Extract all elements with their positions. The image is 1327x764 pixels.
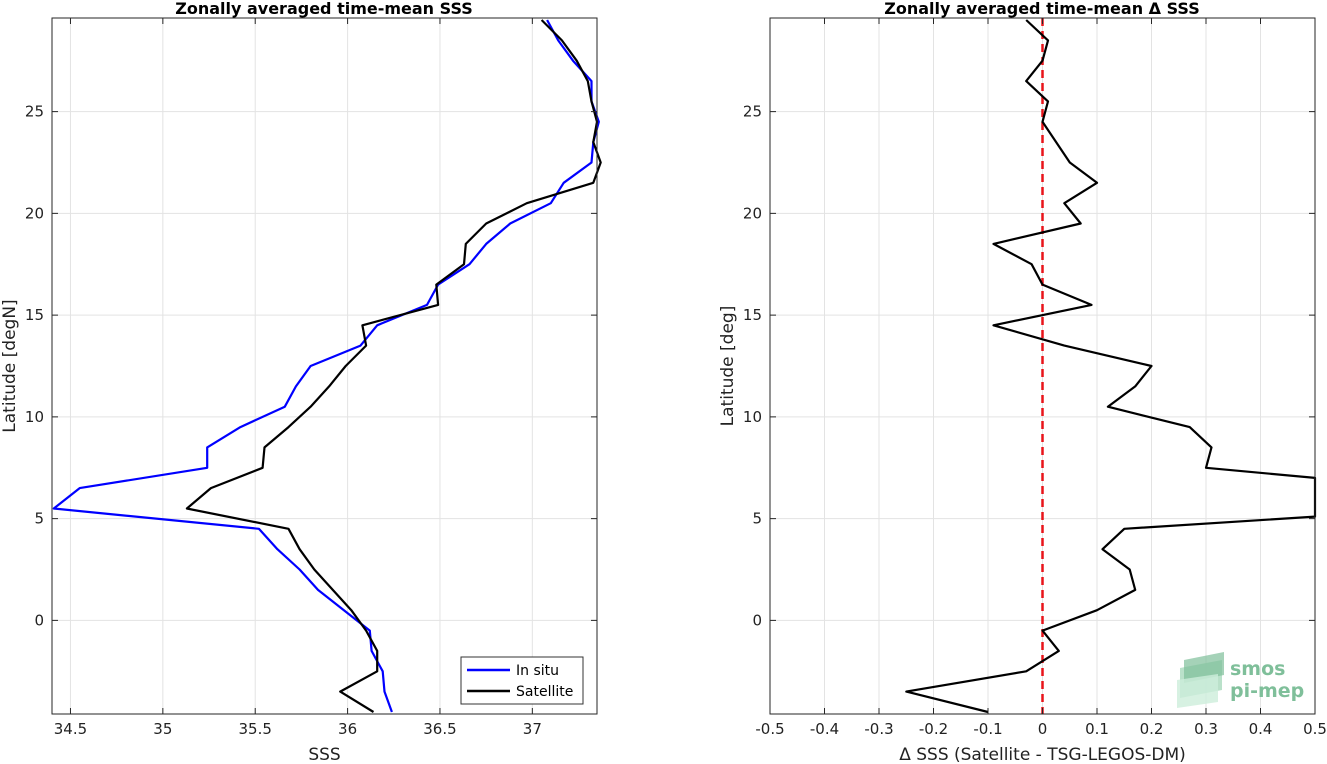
y-tick-label: 0 bbox=[34, 611, 44, 629]
y-axis-label: Latitude [degN] bbox=[0, 299, 20, 432]
x-axis-label: Δ SSS (Satellite - TSG-LEGOS-DM) bbox=[899, 745, 1186, 764]
x-tick-label: -0.3 bbox=[864, 720, 893, 738]
x-tick-label: 0 bbox=[1038, 720, 1048, 738]
panel-sss: 34.5 35 35.5 36 36.5 37 0 5 10 15 20 25 Zonally aver… bbox=[0, 0, 602, 764]
y-tick-label: 5 bbox=[752, 510, 762, 528]
x-tick-label: -0.5 bbox=[755, 720, 784, 738]
x-tick-label: -0.1 bbox=[973, 720, 1002, 738]
y-tick-label: 10 bbox=[25, 408, 44, 426]
y-tick-label: 0 bbox=[752, 611, 762, 629]
smos-pi-mep-logo: smos pi-mep bbox=[1177, 652, 1304, 708]
x-tick-label: 35.5 bbox=[239, 720, 272, 738]
x-tick-label: 36 bbox=[338, 720, 357, 738]
y-tick-label: 20 bbox=[743, 204, 762, 222]
x-tick-label: 37 bbox=[523, 720, 542, 738]
legend-label-in-situ: In situ bbox=[516, 663, 559, 679]
chart-title: Zonally averaged time-mean SSS bbox=[175, 0, 473, 18]
panel-delta-sss: -0.5 -0.4 -0.3 -0.2 -0.1 0 0.1 0.2 0.3 0.4 0.5 0 5 10… bbox=[718, 0, 1327, 764]
series-line-satellite bbox=[185, 19, 602, 713]
x-tick-label: 34.5 bbox=[54, 720, 87, 738]
x-tick-label: -0.2 bbox=[919, 720, 948, 738]
y-tick-label: 25 bbox=[743, 103, 762, 121]
y-tick-label: 25 bbox=[25, 103, 44, 121]
legend: In situ Satellite bbox=[460, 656, 584, 705]
series-line-delta-sss bbox=[905, 19, 1317, 714]
x-tick-label: 35 bbox=[153, 720, 172, 738]
x-tick-label: 0.2 bbox=[1140, 720, 1164, 738]
x-tick-label: 36.5 bbox=[423, 720, 456, 738]
y-tick-label: 20 bbox=[25, 204, 44, 222]
x-tick-label: -0.4 bbox=[810, 720, 839, 738]
x-axis-label: SSS bbox=[308, 745, 340, 764]
y-tick-label: 15 bbox=[25, 306, 44, 324]
y-tick-label: 10 bbox=[743, 408, 762, 426]
y-tick-label: 15 bbox=[743, 306, 762, 324]
x-tick-label: 0.4 bbox=[1249, 720, 1273, 738]
logo-text-smos: smos bbox=[1230, 658, 1285, 680]
legend-label-satellite: Satellite bbox=[516, 684, 573, 700]
chart-title: Zonally averaged time-mean Δ SSS bbox=[884, 0, 1200, 18]
legend-box bbox=[460, 656, 584, 705]
x-tick-label: 0.3 bbox=[1194, 720, 1218, 738]
x-tick-label: 0.1 bbox=[1085, 720, 1109, 738]
logo-text-pi-mep: pi-mep bbox=[1230, 680, 1304, 702]
x-tick-label: 0.5 bbox=[1303, 720, 1327, 738]
y-tick-label: 5 bbox=[34, 510, 44, 528]
y-axis-label: Latitude [deg] bbox=[718, 306, 738, 427]
axes-box bbox=[51, 17, 598, 715]
plot-area bbox=[52, 18, 597, 714]
